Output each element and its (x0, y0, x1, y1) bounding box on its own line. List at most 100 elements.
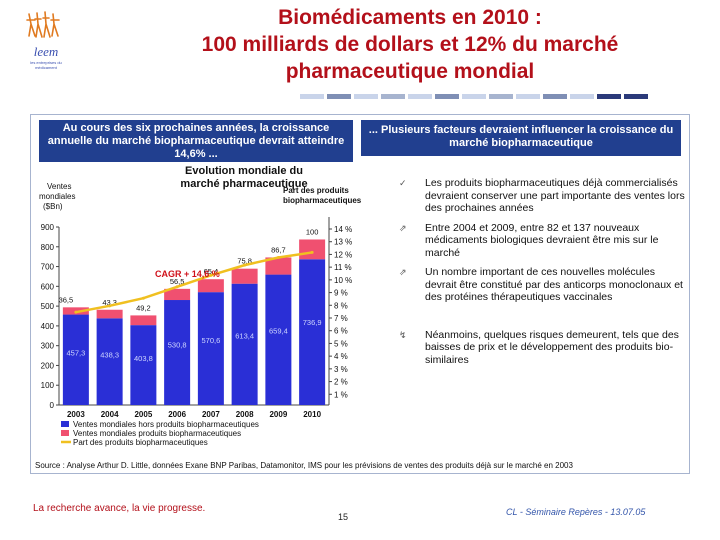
bar-bio (299, 239, 326, 260)
bullet-2: ⇗ Entre 2004 et 2009, entre 82 et 137 nou… (399, 222, 689, 260)
deco-segment (543, 94, 567, 99)
y2-tick-label: 14 % (334, 225, 352, 234)
share-point (209, 273, 213, 277)
y2-tick-label: 3 % (334, 365, 348, 374)
y-tick-label: 200 (41, 361, 55, 370)
bar-bio-label: 75,8 (237, 257, 252, 266)
legend-label: Ventes mondiales hors produits biopharma… (73, 420, 259, 429)
x-tick-label: 2010 (303, 410, 321, 419)
y2-tick-label: 9 % (334, 289, 348, 298)
y-tick-label: 700 (41, 263, 55, 272)
legend-label: Ventes mondiales produits biopharmaceuti… (73, 429, 241, 438)
bullet-4-text: Néanmoins, quelques risques demeurent, t… (425, 328, 679, 366)
bar-non-bio (164, 300, 191, 405)
share-point (276, 256, 280, 260)
x-tick-label: 2005 (134, 410, 152, 419)
cagr-annotation: CAGR + 14,6 % (155, 269, 220, 279)
bar-bio (96, 309, 123, 319)
y-tick-label: 800 (41, 243, 55, 252)
bar-bio-label: 49,2 (136, 303, 151, 312)
bar-bio (265, 257, 292, 275)
footer-event: CL - Séminaire Repères - 13.07.05 (506, 507, 646, 517)
deco-segment (489, 94, 513, 99)
deco-segment (624, 94, 648, 99)
page-number: 15 (338, 512, 349, 522)
legend-label: Part des produits biopharmaceutiques (73, 438, 208, 447)
x-tick-label: 2007 (202, 410, 220, 419)
bar-non-bio (96, 318, 123, 405)
share-point (175, 285, 179, 289)
right-header: ... Plusieurs facteurs devraient influen… (361, 120, 681, 156)
deco-segment (597, 94, 621, 99)
y-axis-label-line: mondiales (39, 192, 75, 201)
bullet-icon: ⇗ (399, 267, 407, 277)
x-tick-label: 2006 (168, 410, 186, 419)
bar-non-bio (62, 314, 89, 405)
slide-title: Biomédicaments en 2010 : 100 milliards d… (150, 4, 670, 85)
chart-title: Evolution mondiale du marché pharmaceuti… (180, 165, 308, 190)
bar-bio-label: 65,4 (204, 267, 219, 276)
bar-bio-label: 100 (306, 227, 319, 236)
y-tick-label: 600 (41, 282, 55, 291)
bullet-4: ↯ Néanmoins, quelques risques demeurent, … (399, 329, 689, 367)
bullet-2-text: Entre 2004 et 2009, entre 82 et 137 nouv… (425, 221, 659, 259)
y2-tick-label: 2 % (334, 378, 348, 387)
x-tick-label: 2008 (236, 410, 254, 419)
deco-segment (300, 94, 324, 99)
y2-tick-label: 1 % (334, 390, 348, 399)
y2-tick-label: 7 % (334, 314, 348, 323)
deco-segment (462, 94, 486, 99)
bar-non-bio (231, 283, 258, 405)
bar-bio (231, 268, 258, 284)
source-note: Source : Analyse Arthur D. Little, donné… (35, 461, 573, 470)
share-point (108, 304, 112, 308)
bar-non-bio-label: 403,8 (134, 354, 153, 363)
bar-bio-label: 43,3 (102, 298, 117, 307)
y2-tick-label: 8 % (334, 301, 348, 310)
legend-swatch (61, 421, 69, 427)
bullet-1-text: Les produits biopharmaceutiques déjà com… (425, 177, 685, 214)
share-point (74, 310, 78, 314)
y-axis-label-line: Ventes (47, 182, 71, 191)
share-point (310, 250, 314, 254)
y2-axis-label-line: Part des produits (283, 186, 349, 195)
y-tick-label: 100 (41, 381, 55, 390)
logo-subtitle: les entreprises du médicament (30, 60, 62, 70)
decorative-bar (300, 94, 651, 99)
bar-bio-label: 86,7 (271, 245, 286, 254)
title-line-2: 100 milliards de dollars et 12% du march… (201, 33, 619, 56)
bar-bio-label: 56,5 (170, 277, 185, 286)
logo-text: leem (33, 44, 59, 59)
bar-non-bio (130, 325, 157, 405)
y2-tick-label: 10 % (334, 276, 352, 285)
logo-figures-icon (26, 11, 60, 38)
deco-segment (570, 94, 594, 99)
y2-tick-label: 13 % (334, 238, 352, 247)
bar-non-bio-label: 438,3 (100, 350, 119, 359)
leem-logo: leem les entreprises du médicament (22, 10, 68, 74)
y-tick-label: 0 (50, 401, 55, 410)
footer-slogan: La recherche avance, la vie progresse. (33, 503, 206, 514)
bar-bio (197, 279, 224, 293)
bar-non-bio (197, 292, 224, 405)
bar-non-bio-label: 659,4 (269, 326, 288, 335)
bar-non-bio (299, 259, 326, 405)
bar-non-bio (265, 274, 292, 405)
bar-bio-label: 36,5 (59, 295, 74, 304)
share-line (75, 251, 313, 314)
deco-segment (381, 94, 405, 99)
bar-bio (130, 315, 157, 326)
deco-segment (354, 94, 378, 99)
y-tick-label: 500 (41, 302, 55, 311)
y2-axis-label-line: biopharmaceutiques (283, 196, 361, 205)
deco-segment (408, 94, 432, 99)
bullet-3-text: Un nombre important de ces nouvelles mol… (425, 266, 683, 303)
bar-non-bio-label: 613,4 (235, 331, 254, 340)
factors-list: ✓ Les produits biopharmaceutiques déjà co… (399, 177, 689, 373)
bullet-1: ✓ Les produits biopharmaceutiques déjà co… (399, 177, 689, 215)
legend-swatch (61, 430, 69, 436)
bar-non-bio-label: 457,3 (66, 348, 85, 357)
left-header: Au cours des six prochaines années, la c… (39, 120, 353, 162)
bar-non-bio-label: 570,6 (201, 336, 220, 345)
